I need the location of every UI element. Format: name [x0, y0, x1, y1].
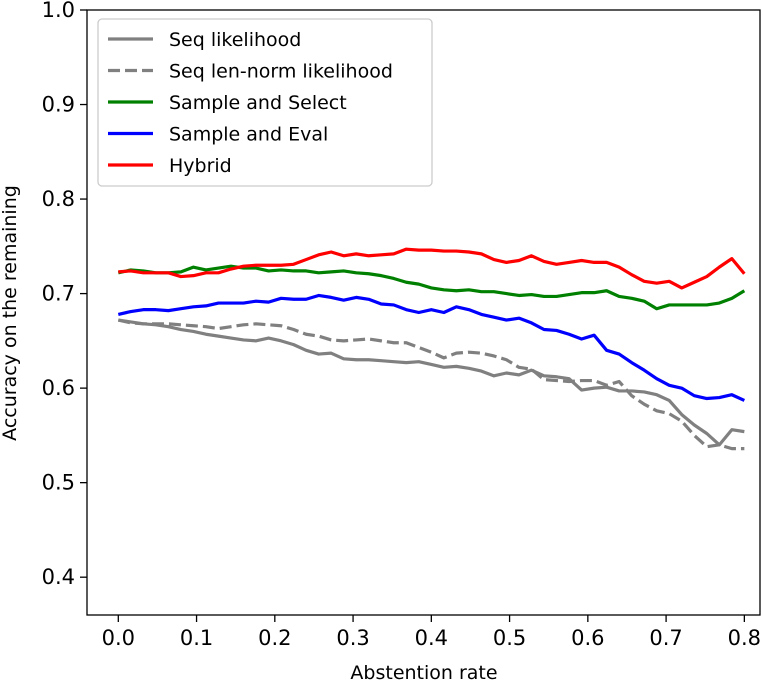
legend-entry-sample-and-select: Sample and Select [108, 92, 347, 114]
series-line-sample-and-select [117, 264, 746, 311]
y-axis: 0.4 0.5 0.6 0.7 0.8 0.9 1.0 [42, 0, 87, 589]
legend-entry-seq-len-norm-likelihood: Seq len-norm likelihood [108, 61, 393, 83]
x-tick-label: 0.8 [728, 626, 761, 650]
x-axis-label: Abstention rate [350, 662, 497, 684]
legend-label: Seq likelihood [169, 29, 301, 51]
legend-entry-sample-and-eval: Sample and Eval [108, 124, 328, 146]
y-tick-label: 0.5 [42, 471, 75, 495]
x-tick-label: 0.4 [415, 626, 448, 650]
legend: Seq likelihood Seq len-norm likelihood Sam… [97, 18, 433, 187]
y-tick-label: 0.4 [42, 565, 75, 589]
series-line-sample-and-eval [117, 293, 746, 402]
series-line-seq-likelihood [118, 318, 745, 447]
legend-entry-hybrid: Hybrid [108, 155, 232, 177]
legend-label: Sample and Select [169, 92, 347, 114]
x-tick-label: 0.3 [336, 626, 369, 650]
legend-label: Seq len-norm likelihood [169, 61, 393, 83]
series-layer [117, 247, 746, 451]
plot-frame [86, 9, 761, 616]
series-line-seq-len-norm-likelihood [117, 318, 745, 451]
x-tick-label: 0.6 [571, 626, 604, 650]
legend-label: Hybrid [169, 155, 232, 177]
legend-label: Sample and Eval [169, 124, 328, 146]
y-tick-label: 0.8 [42, 187, 75, 211]
y-tick-label: 0.6 [42, 376, 75, 400]
x-tick-label: 0.0 [102, 626, 135, 650]
x-tick-label: 0.7 [649, 626, 682, 650]
legend-entry-seq-likelihood: Seq likelihood [108, 29, 301, 51]
series-line-hybrid [118, 247, 746, 290]
y-tick-label: 0.7 [42, 282, 75, 306]
x-axis: 0.0 0.1 0.2 0.3 0.4 0.5 0.6 0.7 0.8 [102, 615, 761, 650]
legend-box [97, 18, 433, 187]
y-axis-label: Accuracy on the remaining [0, 185, 21, 441]
x-tick-label: 0.2 [258, 626, 291, 650]
x-tick-label: 0.1 [180, 626, 213, 650]
y-tick-label: 0.9 [42, 93, 75, 117]
y-tick-label: 1.0 [42, 0, 75, 22]
x-tick-label: 0.5 [493, 626, 526, 650]
